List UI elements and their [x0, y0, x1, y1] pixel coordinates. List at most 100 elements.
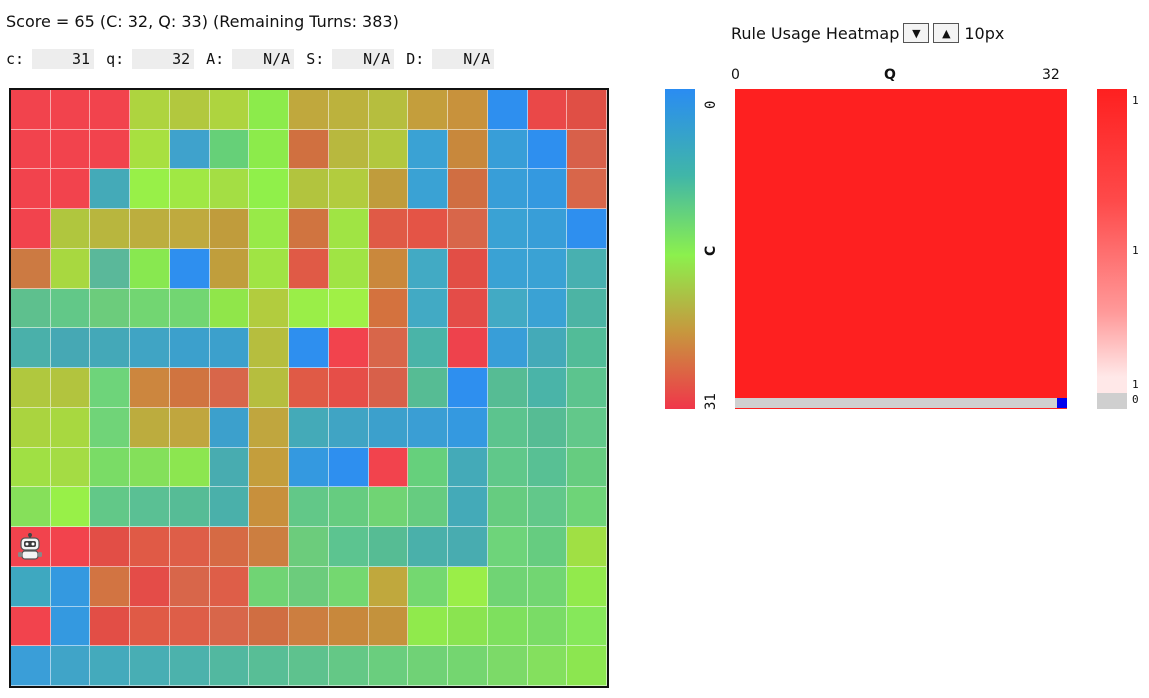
- grid-cell[interactable]: [169, 566, 210, 607]
- grid-cell[interactable]: [487, 566, 528, 607]
- grid-cell[interactable]: [408, 169, 449, 210]
- grid-cell[interactable]: [448, 646, 488, 686]
- grid-cell[interactable]: [249, 566, 290, 607]
- grid-cell[interactable]: [448, 527, 488, 567]
- grid-cell[interactable]: [487, 447, 528, 488]
- grid-cell[interactable]: [527, 169, 568, 210]
- grid-cell[interactable]: [408, 90, 449, 130]
- grid-cell[interactable]: [90, 248, 131, 289]
- grid-cell[interactable]: [130, 566, 170, 607]
- grid-cell[interactable]: [368, 527, 409, 567]
- grid-cell[interactable]: [289, 288, 329, 329]
- grid-cell[interactable]: [169, 248, 210, 289]
- grid-cell[interactable]: [289, 129, 329, 170]
- grid-cell[interactable]: [90, 328, 131, 369]
- grid-cell[interactable]: [408, 566, 449, 607]
- grid-cell[interactable]: [368, 129, 409, 170]
- grid-cell[interactable]: [209, 447, 250, 488]
- grid-cell[interactable]: [368, 606, 409, 647]
- rule-usage-heatmap[interactable]: [735, 89, 1067, 409]
- grid-cell[interactable]: [448, 447, 488, 488]
- grid-cell[interactable]: [209, 527, 250, 567]
- grid-cell[interactable]: [169, 407, 210, 448]
- grid-cell[interactable]: [130, 606, 170, 647]
- grid-cell[interactable]: [289, 328, 329, 369]
- grid-cell[interactable]: [249, 288, 290, 329]
- grid-cell[interactable]: [11, 527, 51, 567]
- grid-cell[interactable]: [408, 407, 449, 448]
- grid-cell[interactable]: [448, 169, 488, 210]
- grid-cell[interactable]: [249, 487, 290, 528]
- grid-cell[interactable]: [90, 447, 131, 488]
- grid-cell[interactable]: [487, 248, 528, 289]
- grid-cell[interactable]: [487, 129, 528, 170]
- grid-cell[interactable]: [289, 646, 329, 686]
- grid-cell[interactable]: [448, 407, 488, 448]
- grid-cell[interactable]: [368, 169, 409, 210]
- grid-cell[interactable]: [328, 566, 369, 607]
- grid-cell[interactable]: [567, 129, 607, 170]
- grid-cell[interactable]: [368, 248, 409, 289]
- grid-cell[interactable]: [50, 566, 91, 607]
- grid-cell[interactable]: [11, 248, 51, 289]
- grid-cell[interactable]: [328, 646, 369, 686]
- grid-cell[interactable]: [11, 368, 51, 408]
- grid-cell[interactable]: [289, 566, 329, 607]
- grid-cell[interactable]: [567, 447, 607, 488]
- grid-cell[interactable]: [169, 646, 210, 686]
- grid-cell[interactable]: [209, 407, 250, 448]
- grid-cell[interactable]: [448, 288, 488, 329]
- grid-cell[interactable]: [567, 209, 607, 249]
- grid-cell[interactable]: [487, 407, 528, 448]
- grid-cell[interactable]: [567, 288, 607, 329]
- grid-cell[interactable]: [90, 407, 131, 448]
- grid-cell[interactable]: [567, 527, 607, 567]
- grid-cell[interactable]: [408, 606, 449, 647]
- grid-cell[interactable]: [209, 328, 250, 369]
- grid-cell[interactable]: [487, 368, 528, 408]
- grid-cell[interactable]: [527, 248, 568, 289]
- grid-cell[interactable]: [289, 209, 329, 249]
- param-d-value[interactable]: N/A: [432, 49, 495, 69]
- grid-cell[interactable]: [328, 487, 369, 528]
- grid-cell[interactable]: [130, 487, 170, 528]
- grid-cell[interactable]: [249, 90, 290, 130]
- grid-cell[interactable]: [11, 209, 51, 249]
- grid-cell[interactable]: [368, 566, 409, 607]
- grid-cell[interactable]: [368, 90, 409, 130]
- grid-cell[interactable]: [209, 566, 250, 607]
- grid-cell[interactable]: [209, 606, 250, 647]
- board-grid[interactable]: [9, 88, 609, 688]
- grid-cell[interactable]: [11, 646, 51, 686]
- grid-cell[interactable]: [90, 606, 131, 647]
- grid-cell[interactable]: [11, 606, 51, 647]
- grid-cell[interactable]: [328, 328, 369, 369]
- grid-cell[interactable]: [50, 328, 91, 369]
- grid-cell[interactable]: [448, 209, 488, 249]
- grid-cell[interactable]: [328, 209, 369, 249]
- grid-cell[interactable]: [50, 169, 91, 210]
- grid-cell[interactable]: [408, 447, 449, 488]
- grid-cell[interactable]: [50, 646, 91, 686]
- grid-cell[interactable]: [527, 328, 568, 369]
- grid-cell[interactable]: [90, 527, 131, 567]
- grid-cell[interactable]: [487, 487, 528, 528]
- grid-cell[interactable]: [368, 646, 409, 686]
- grid-cell[interactable]: [249, 209, 290, 249]
- grid-cell[interactable]: [130, 646, 170, 686]
- grid-cell[interactable]: [209, 129, 250, 170]
- grid-cell[interactable]: [130, 288, 170, 329]
- grid-cell[interactable]: [567, 169, 607, 210]
- grid-cell[interactable]: [289, 447, 329, 488]
- grid-cell[interactable]: [209, 487, 250, 528]
- param-c-value[interactable]: 31: [32, 49, 95, 69]
- grid-cell[interactable]: [567, 487, 607, 528]
- grid-cell[interactable]: [90, 646, 131, 686]
- grid-cell[interactable]: [11, 407, 51, 448]
- grid-cell[interactable]: [289, 407, 329, 448]
- grid-cell[interactable]: [90, 368, 131, 408]
- grid-cell[interactable]: [50, 129, 91, 170]
- grid-cell[interactable]: [328, 90, 369, 130]
- grid-cell[interactable]: [527, 566, 568, 607]
- grid-cell[interactable]: [487, 606, 528, 647]
